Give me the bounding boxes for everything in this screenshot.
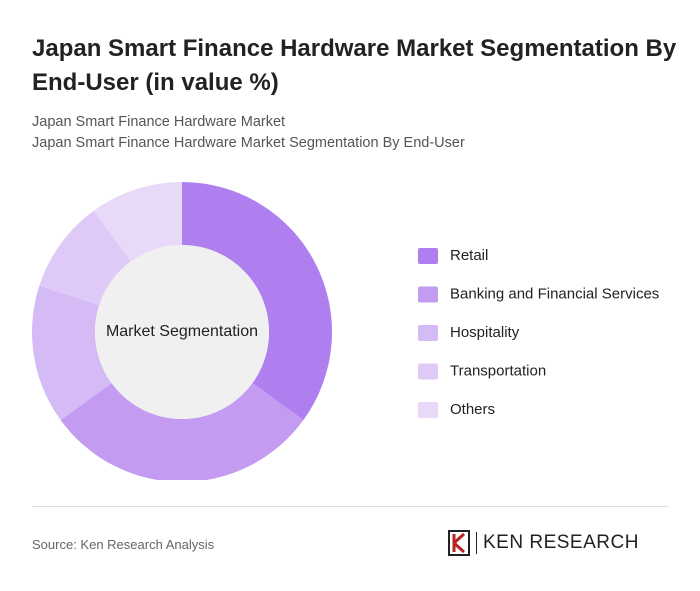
legend-swatch	[418, 248, 438, 264]
logo: KEN RESEARCH	[448, 530, 639, 556]
legend-label: Banking and Financial Services	[450, 285, 659, 302]
donut-slice	[182, 182, 332, 421]
divider	[32, 506, 668, 507]
donut-slice	[32, 285, 112, 421]
source: Source: Ken Research Analysis	[32, 537, 215, 552]
donut-slice	[93, 182, 182, 262]
subtitle: Japan Smart Finance Hardware Market	[32, 114, 286, 130]
chart: Market Segmentation Retail Banking and Fin…	[32, 182, 659, 480]
legend-label: Hospitality	[450, 324, 520, 341]
logo-text: KEN RESEARCH	[483, 532, 639, 553]
legend-swatch	[418, 363, 438, 380]
legend-swatch	[418, 286, 438, 303]
donut-hole	[95, 245, 269, 419]
logo-divider	[476, 532, 477, 554]
legend-swatch	[418, 325, 438, 341]
donut-slice	[39, 210, 131, 306]
logo-icon	[448, 530, 470, 556]
title: Japan Smart Finance Hardware Market Segm…	[32, 35, 677, 96]
donut-slice	[60, 383, 304, 480]
legend-label: Transportation	[450, 362, 546, 379]
legend-swatch	[418, 402, 438, 418]
center-label: Market Segmentation	[106, 323, 258, 340]
legend-label: Others	[450, 401, 495, 418]
subtitle: Japan Smart Finance Hardware Market Segm…	[32, 135, 465, 151]
legend-label: Retail	[450, 247, 488, 264]
